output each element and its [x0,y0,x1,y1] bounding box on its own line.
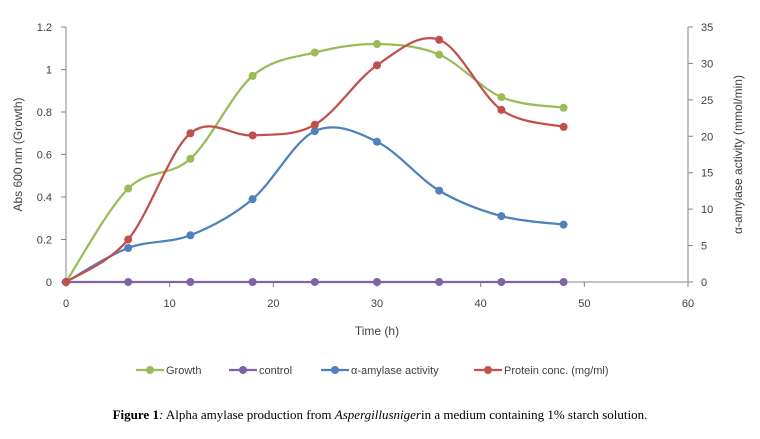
data-point [559,122,568,131]
data-point [124,184,133,193]
data-point [62,278,70,286]
data-point [186,129,195,138]
caption-organism: Aspergillusniger [334,407,421,422]
data-point [124,235,133,244]
x-tick-label: 40 [475,298,487,310]
legend-marker [146,366,154,374]
data-point [559,103,568,112]
caption-text-before: Alpha amylase production from [163,407,335,422]
series-control [62,278,568,286]
series-amylase-activity [62,126,568,286]
data-point [373,61,381,70]
data-point [310,278,319,286]
data-point [310,120,319,129]
data-point [186,154,195,163]
legend-label: Growth [166,365,201,377]
legend-marker [331,366,339,374]
data-point [186,278,195,286]
caption-text-after: in a medium containing 1% starch solutio… [420,407,648,422]
y-left-tick-label: 0.4 [37,192,52,204]
series-line [64,42,565,284]
legend-marker [239,366,247,374]
data-point [373,278,381,286]
data-point [124,278,133,286]
x-tick-label: 20 [267,298,279,310]
y-left-tick-label: 0.8 [37,107,52,119]
data-point [497,93,506,102]
y-right-tick-label: 0 [701,277,707,289]
x-tick-label: 30 [371,298,383,310]
data-point [310,48,319,57]
data-point [248,131,257,140]
y-left-axis-title: Abs 600 nm (Growth) [11,97,25,211]
data-point [124,244,133,252]
line-chart: 0 10 20 30 40 50 60 0 0.2 0.4 0.6 0.8 1 1.2 0 5 10 15 20 25… [11,22,745,377]
y-right-tick-label: 30 [701,58,713,70]
x-tick-label: 50 [578,298,590,310]
y-right-tick-label: 5 [701,241,707,253]
y-right-tick-label: 15 [701,168,713,180]
series-protein-conc-mg-ml [62,35,568,286]
data-point [248,71,257,80]
series-layer [62,35,568,286]
legend-label: Protein conc. (mg/ml) [504,365,609,377]
legend-label: control [259,365,292,377]
y-right-tick-label: 35 [701,22,713,34]
axes: 0 10 20 30 40 50 60 0 0.2 0.4 0.6 0.8 1 1.2 0 5 10 15 20 25… [11,22,745,338]
data-point [186,231,195,240]
x-tick-label: 10 [164,298,176,310]
data-point [310,127,319,136]
y-left-tick-label: 0.2 [37,235,52,247]
data-point [248,195,257,204]
figure-caption: Figure 1: Alpha amylase production from … [0,407,760,423]
data-point [248,278,257,286]
x-tick-label: 0 [63,298,69,310]
legend: Growth control α-amylase activity Protein c… [136,365,609,377]
y-right-tick-label: 10 [701,204,713,216]
data-point [497,105,506,114]
y-right-tick-label: 20 [701,131,713,143]
series-line [64,126,565,284]
y-left-tick-label: 1.2 [37,22,52,34]
data-point [559,278,568,286]
legend-label: α-amylase activity [351,365,439,377]
data-point [373,137,381,146]
x-tick-label: 60 [682,298,694,310]
data-point [435,278,444,286]
data-point [435,186,444,195]
data-point [497,278,506,286]
legend-marker [484,366,492,374]
x-axis-title: Time (h) [355,324,399,338]
y-right-axis-title: α-amylase activity (mmol/min) [731,75,745,234]
caption-label: Figure 1 [112,407,159,422]
data-point [373,40,381,48]
data-point [559,220,568,229]
caption-colon: : [158,407,164,422]
y-left-tick-label: 0 [46,277,52,289]
y-right-tick-label: 25 [701,95,713,107]
data-point [435,50,444,59]
data-point [435,35,444,44]
y-left-tick-label: 0.6 [37,150,52,162]
data-point [497,212,506,221]
series-growth [62,40,568,286]
y-left-tick-label: 1 [46,65,52,77]
